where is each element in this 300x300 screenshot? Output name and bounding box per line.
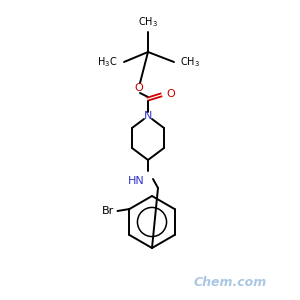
Text: $\mathregular{H_3C}$: $\mathregular{H_3C}$ xyxy=(97,55,117,69)
Text: Br: Br xyxy=(102,206,115,216)
Text: HN: HN xyxy=(128,176,145,186)
Text: O: O xyxy=(166,89,175,99)
Text: $\mathregular{CH_3}$: $\mathregular{CH_3}$ xyxy=(138,15,158,29)
Text: N: N xyxy=(144,111,152,121)
Text: O: O xyxy=(135,83,143,93)
Text: $\mathregular{CH_3}$: $\mathregular{CH_3}$ xyxy=(180,55,200,69)
Text: Chem.com: Chem.com xyxy=(194,275,267,289)
